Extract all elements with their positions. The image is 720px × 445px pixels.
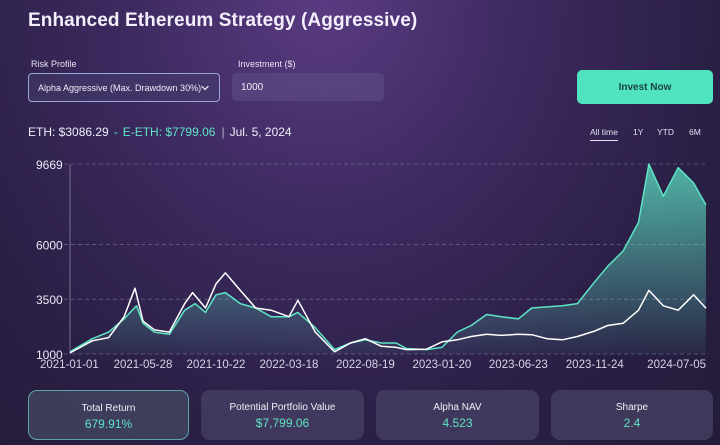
x-tick-label: 2023-01-20 <box>412 359 471 371</box>
y-tick-label: 3500 <box>36 293 63 307</box>
price-separator: | <box>221 125 225 139</box>
y-tick-label: 1000 <box>36 348 63 362</box>
risk-profile-select[interactable]: Alpha Aggressive (Max. Drawdown 30%) <box>28 73 220 102</box>
x-tick-label: 2023-06-23 <box>489 359 548 371</box>
x-tick-label: 2023-11-24 <box>566 359 625 371</box>
stat-value: 679.91% <box>84 417 133 431</box>
price-dash: - <box>113 125 118 139</box>
x-tick-label: 2024-07-05 <box>647 359 706 371</box>
eth-price: ETH: $3086.29 <box>28 125 109 139</box>
price-summary: ETH: $3086.29 - E-ETH: $7799.06 | Jul. 5… <box>28 125 292 139</box>
price-date: Jul. 5, 2024 <box>229 125 292 139</box>
x-tick-label: 2022-03-18 <box>260 359 319 371</box>
stat-portfolio-value: Potential Portfolio Value $7,799.06 <box>201 390 364 440</box>
stat-label: Alpha NAV <box>433 402 482 413</box>
stat-total-return: Total Return 679.91% <box>28 390 189 440</box>
x-tick-label: 2021-10-22 <box>187 359 246 371</box>
y-tick-label: 6000 <box>36 238 63 252</box>
stat-label: Potential Portfolio Value <box>229 402 336 413</box>
eeth-price: E-ETH: $7799.06 <box>122 125 216 139</box>
y-tick-label: 9669 <box>36 158 63 172</box>
risk-profile-value: Alpha Aggressive (Max. Drawdown 30%) <box>38 82 202 93</box>
page-title: Enhanced Ethereum Strategy (Aggressive) <box>28 10 418 31</box>
stat-value: $7,799.06 <box>255 416 310 430</box>
investment-input[interactable]: 1000 <box>232 73 384 101</box>
x-tick-label: 2022-08-19 <box>336 359 395 371</box>
stat-label: Sharpe <box>615 402 649 413</box>
stat-sharpe: Sharpe 2.4 <box>551 390 713 440</box>
series-line-0 <box>69 163 707 353</box>
x-tick-label: 2021-01-01 <box>40 359 99 371</box>
stat-label: Total Return <box>81 403 136 414</box>
series-area-0 <box>70 164 706 354</box>
investment-label: Investment ($) <box>238 59 296 69</box>
risk-profile-label: Risk Profile <box>31 59 77 69</box>
range-ytd[interactable]: YTD <box>657 127 674 137</box>
investment-value: 1000 <box>241 81 264 93</box>
invest-now-button[interactable]: Invest Now <box>577 70 713 104</box>
range-1y[interactable]: 1Y <box>633 127 644 137</box>
stat-value: 2.4 <box>623 416 641 430</box>
range-6m[interactable]: 6M <box>689 127 701 137</box>
series-line-1 <box>69 272 707 354</box>
chevron-down-icon <box>201 85 209 91</box>
range-all-time[interactable]: All time <box>590 127 618 141</box>
x-tick-label: 2021-05-28 <box>114 359 173 371</box>
stat-alpha-nav: Alpha NAV 4.523 <box>376 390 539 440</box>
stat-value: 4.523 <box>442 416 473 430</box>
